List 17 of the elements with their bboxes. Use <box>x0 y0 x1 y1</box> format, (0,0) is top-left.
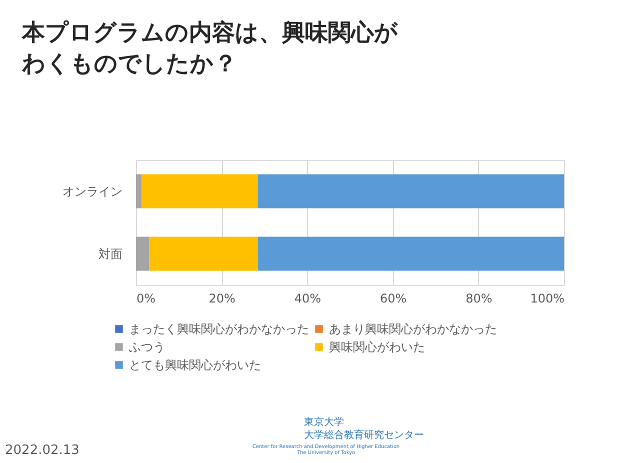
text: 2022.02.13 <box>5 443 80 458</box>
legend-label: あまり興味関心がわかなかった <box>329 322 497 336</box>
legend-label: ふつう <box>128 340 165 354</box>
y-tick-label: オンライン <box>62 184 122 198</box>
x-tick-label: 40% <box>294 292 322 306</box>
x-tick-label: 100% <box>530 292 564 306</box>
y-tick-label: 対面 <box>98 246 122 261</box>
legend-label: 興味関心がわいた <box>329 340 425 354</box>
x-tick-label: 80% <box>466 292 492 306</box>
chart-title: 本プログラムの内容は、興味関心がわくものでしたか？ <box>21 19 398 77</box>
x-tick-label: 20% <box>208 292 236 306</box>
text: 東京大学 <box>304 416 344 428</box>
x-tick-label: 60% <box>380 292 407 306</box>
x-tick-label: 0% <box>136 292 156 306</box>
text: 大学総合教育研究センター <box>304 429 424 441</box>
legend-label: まったく興味関心がわかなかった <box>129 322 309 336</box>
legend-label: とても興味関心がわいた <box>129 358 261 372</box>
